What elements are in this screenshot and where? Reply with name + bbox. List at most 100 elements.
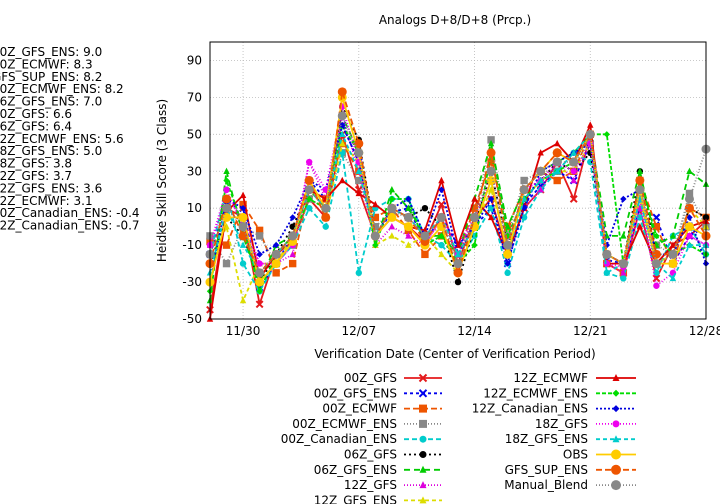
data-point xyxy=(612,389,620,397)
data-point xyxy=(420,231,430,241)
data-point xyxy=(636,214,644,221)
score-entry: 12Z_ECMWF: 3.1 xyxy=(0,194,93,208)
data-point xyxy=(419,481,427,489)
data-point xyxy=(536,166,546,176)
plot-frame xyxy=(209,41,707,320)
legend-label: 00Z_GFS_ENS xyxy=(314,386,397,400)
data-point xyxy=(238,212,248,222)
data-point xyxy=(553,176,561,185)
legend-item: 06Z_GFS xyxy=(344,448,442,462)
data-point xyxy=(418,373,428,383)
data-point xyxy=(652,274,661,283)
data-point xyxy=(321,203,331,213)
data-point xyxy=(686,214,693,221)
data-point xyxy=(405,195,412,203)
data-point xyxy=(438,241,445,249)
legend-item: 18Z_GFS_ENS xyxy=(505,432,636,446)
data-point xyxy=(223,167,230,174)
legend-item: 12Z_Canadian_ENS xyxy=(472,402,636,416)
data-point xyxy=(223,186,230,193)
data-point xyxy=(669,232,677,239)
data-point xyxy=(388,222,396,230)
legend-item: 00Z_ECMWF xyxy=(322,402,442,416)
legend-item: 00Z_ECMWF_ENS xyxy=(292,417,442,431)
data-point xyxy=(239,191,247,198)
data-point xyxy=(612,405,620,413)
score-entry: 12Z_ECMWF_ENS: 5.6 xyxy=(0,132,124,146)
score-entry: GFS_SUP_ENS: 8.2 xyxy=(0,70,102,84)
chart-title: Analogs D+8/D+8 (Prcp.) xyxy=(379,13,531,27)
data-point xyxy=(454,278,462,286)
x-axis-label: Verification Date (Center of Verificatio… xyxy=(314,347,595,361)
data-point xyxy=(388,195,396,203)
data-point xyxy=(405,204,412,211)
data-point xyxy=(453,259,463,269)
legend-item: 12Z_ECMWF_ENS xyxy=(483,386,636,400)
series-Manual_Blend xyxy=(205,111,711,278)
data-point xyxy=(222,259,231,268)
data-point xyxy=(602,249,612,259)
series-12Z_GFS_ENS xyxy=(206,139,710,304)
y-tick-label: 90 xyxy=(187,53,202,67)
data-point xyxy=(238,222,248,232)
data-point xyxy=(289,214,296,221)
data-point xyxy=(635,176,645,185)
legend-item: 12Z_GFS_ENS xyxy=(314,493,442,504)
data-point xyxy=(684,222,694,232)
data-point xyxy=(421,205,429,212)
data-point xyxy=(256,260,263,267)
data-point xyxy=(612,420,620,428)
data-point xyxy=(587,121,594,128)
score-entry: 00Z_ECMWF_ENS: 8.2 xyxy=(0,82,124,96)
data-point xyxy=(355,167,362,174)
data-point xyxy=(438,186,445,193)
legend-label: 12Z_ECMWF_ENS xyxy=(483,386,588,400)
data-point xyxy=(306,195,313,203)
series-line xyxy=(209,105,707,287)
data-point xyxy=(620,275,627,282)
data-point xyxy=(653,232,660,240)
data-point xyxy=(471,241,478,249)
x-tick-label: 12/21 xyxy=(573,324,608,338)
data-point xyxy=(255,232,264,240)
data-point xyxy=(651,249,661,259)
legend-label: 18Z_GFS xyxy=(535,417,588,431)
data-point xyxy=(486,148,496,158)
data-point xyxy=(636,167,644,174)
data-point xyxy=(570,149,577,156)
data-point xyxy=(653,282,660,289)
legend-label: 12Z_Canadian_ENS xyxy=(472,402,588,416)
data-point xyxy=(388,186,396,193)
data-point xyxy=(256,251,263,258)
legend-label: OBS xyxy=(563,448,588,462)
score-entry: 18Z_GFS: 3.8 xyxy=(0,157,72,171)
data-point xyxy=(636,222,644,230)
data-point xyxy=(355,269,362,277)
data-point xyxy=(304,176,314,185)
data-point xyxy=(470,212,480,222)
data-point xyxy=(668,249,678,259)
data-point xyxy=(288,259,297,268)
data-point xyxy=(437,200,446,209)
legend-label: Manual_Blend xyxy=(504,478,588,492)
data-point xyxy=(256,288,263,295)
score-entry: 00Z_ECMWF: 8.3 xyxy=(0,57,93,71)
data-point xyxy=(668,259,678,269)
data-point xyxy=(388,232,396,239)
data-point xyxy=(222,194,232,204)
data-point xyxy=(554,139,561,147)
score-entry: 06Z_GFS: 6.4 xyxy=(0,119,72,133)
data-point xyxy=(238,231,248,241)
data-point xyxy=(653,269,660,277)
data-point xyxy=(419,435,427,443)
score-entry: 00Z_Canadian_ENS: -0.4 xyxy=(0,206,140,220)
data-point xyxy=(552,148,562,158)
data-point xyxy=(537,176,544,184)
legend-item: 12Z_ECMWF xyxy=(513,371,636,385)
y-tick-label: 70 xyxy=(187,90,202,104)
data-point xyxy=(419,419,427,428)
data-point xyxy=(520,214,528,221)
data-point xyxy=(438,250,445,258)
data-point xyxy=(337,87,347,97)
